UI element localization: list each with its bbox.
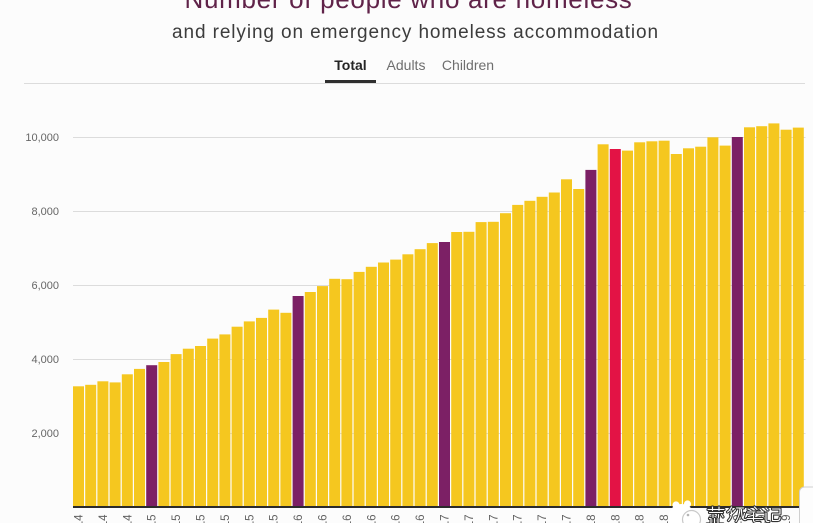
svg-text:Mar 17: Mar 17: [464, 515, 476, 523]
svg-text:4,000: 4,000: [31, 354, 59, 366]
svg-text:Jul 16: Jul 16: [366, 515, 378, 523]
svg-text:May 16: May 16: [342, 515, 354, 523]
svg-text:Jul 18: Jul 18: [659, 515, 671, 523]
svg-text:Nov 15: Nov 15: [269, 515, 281, 523]
svg-text:Sep 17: Sep 17: [537, 515, 549, 523]
svg-text:Jul 17: Jul 17: [513, 515, 525, 523]
svg-text:Jan 16: Jan 16: [293, 515, 305, 523]
svg-text:Nov 16: Nov 16: [415, 515, 427, 523]
svg-text:6,000: 6,000: [31, 280, 59, 292]
svg-text:May 18: May 18: [635, 515, 647, 523]
svg-text:2,000: 2,000: [31, 428, 59, 440]
svg-text:Jul 14: Jul 14: [74, 514, 86, 523]
svg-text:Sep 15: Sep 15: [244, 515, 256, 523]
svg-text:8,000: 8,000: [31, 206, 59, 218]
svg-text:Mar 16: Mar 16: [318, 515, 330, 523]
svg-text:Mar 18: Mar 18: [610, 515, 622, 523]
svg-text:Sep 14: Sep 14: [98, 514, 110, 523]
svg-text:May 15: May 15: [196, 515, 208, 523]
svg-text:May 17: May 17: [488, 515, 500, 523]
svg-text:Jul 15: Jul 15: [220, 515, 232, 523]
svg-text:Jan 18: Jan 18: [586, 515, 598, 523]
svg-text:10,000: 10,000: [25, 132, 59, 144]
svg-text:Jan 17: Jan 17: [440, 515, 452, 523]
svg-text:Jan 15: Jan 15: [147, 515, 159, 523]
svg-text:Sep 16: Sep 16: [391, 515, 403, 523]
svg-text:Nov 17: Nov 17: [562, 515, 574, 523]
svg-text:May 19: May 19: [781, 515, 793, 523]
svg-text:Mar 15: Mar 15: [171, 515, 183, 523]
svg-text:Nov 14: Nov 14: [122, 514, 134, 523]
